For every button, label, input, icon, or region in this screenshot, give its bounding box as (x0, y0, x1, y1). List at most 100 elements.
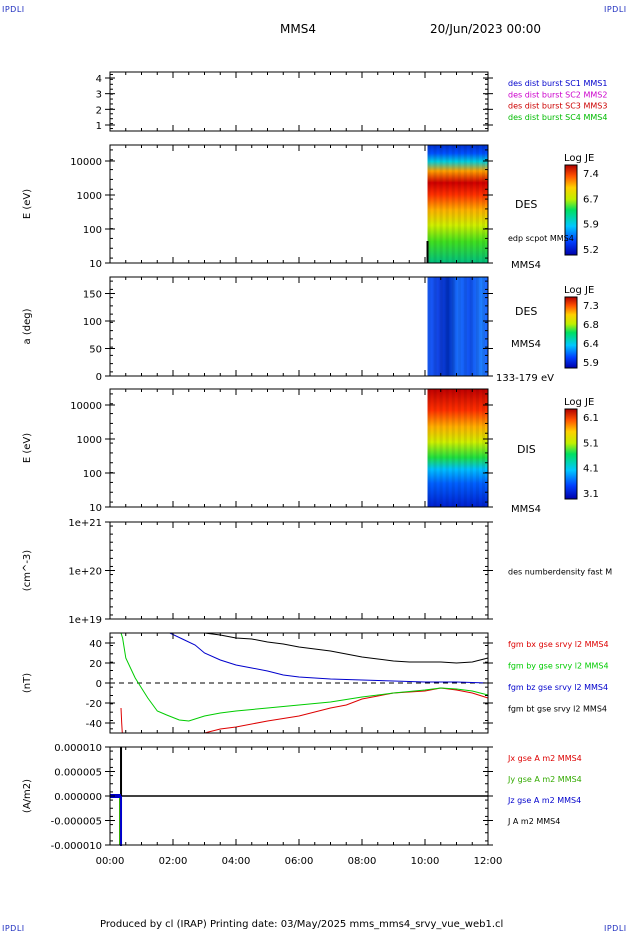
y-axis-label: (A/m2) (22, 779, 33, 813)
series-line (169, 632, 489, 684)
spacecraft-title: MMS4 (280, 22, 316, 36)
panel-frame (109, 71, 489, 132)
footer-credit: Produced by cl (IRAP) Printing date: 03/… (100, 919, 504, 930)
legend-entry: J A m2 MMS4 (507, 817, 560, 826)
spectrogram-stripe (463, 145, 467, 263)
spectrogram-stripe (451, 277, 455, 376)
y-tick-label: 10 (89, 503, 102, 514)
spectrogram-stripe (463, 277, 467, 376)
y-tick-label: 0 (96, 679, 102, 690)
y-tick-label: -20 (86, 699, 102, 710)
x-tick-label: 02:00 (159, 856, 188, 867)
spectrogram-stripe (469, 277, 473, 376)
panel-label: MMS4 (511, 260, 541, 271)
colorbar-tick: 5.9 (583, 358, 599, 369)
spectrogram-stripe (439, 277, 443, 376)
spectrogram-stripe (451, 389, 455, 507)
colorbar (564, 408, 578, 500)
x-tick-label: 00:00 (96, 856, 125, 867)
legend-entry: fgm by gse srvy l2 MMS4 (508, 662, 609, 671)
x-tick-label: 06:00 (285, 856, 314, 867)
y-axis-label: E (eV) (22, 189, 33, 219)
corner-label-top-right: IPDLI (604, 5, 627, 14)
panel-label: edp scpot MMS4 (508, 234, 574, 243)
colorbar-tick: 6.4 (583, 339, 599, 350)
y-tick-label: 100 (83, 317, 102, 328)
jz-block (110, 794, 122, 798)
panel-label: MMS4 (511, 504, 541, 515)
y-tick-label: 1000 (77, 435, 102, 446)
colorbar-tick: 4.1 (583, 464, 599, 475)
spectrogram-stripe (481, 277, 485, 376)
y-axis-label: (cm^-3) (22, 550, 33, 591)
spectrogram-stripe (427, 145, 431, 263)
spectrogram-stripe (439, 145, 443, 263)
spectrogram-stripe (433, 389, 437, 507)
series-line (120, 687, 489, 734)
spectrogram-stripe (427, 389, 431, 507)
colorbar-title: Log JE (564, 153, 594, 164)
panel-label: 133-179 eV (496, 373, 554, 384)
spectrogram-stripe (445, 389, 449, 507)
spectrogram-stripe (481, 145, 485, 263)
panel-label: MMS4 (511, 339, 541, 350)
legend-entry: fgm bx gse srvy l2 MMS4 (508, 640, 609, 649)
y-tick-label: -0.000010 (51, 841, 102, 852)
spectrogram-stripe (469, 145, 473, 263)
x-tick-label: 10:00 (411, 856, 440, 867)
y-tick-label: 4 (96, 74, 102, 85)
spectrogram-stripe (475, 145, 479, 263)
spectrogram-stripe (457, 277, 461, 376)
colorbar-tick: 5.9 (583, 220, 599, 231)
corner-label-bottom-left: IPDLI (2, 924, 25, 933)
legend-entry: des dist burst SC2 MMS2 (508, 90, 607, 99)
legend-entry: des dist burst SC4 MMS4 (508, 113, 607, 122)
colorbar-tick: 6.1 (583, 413, 599, 424)
spectrogram-stripe (457, 389, 461, 507)
spectrogram-stripe (439, 389, 443, 507)
y-tick-label: 100 (83, 225, 102, 236)
y-tick-label: 1e+19 (68, 615, 102, 626)
x-tick-label: 12:00 (474, 856, 503, 867)
spectrogram-stripe (481, 389, 485, 507)
corner-label-top-left: IPDLI (2, 5, 25, 14)
colorbar-tick: 3.1 (583, 489, 599, 500)
y-tick-label: 1e+21 (68, 518, 102, 529)
colorbar-tick: 5.2 (583, 245, 599, 256)
y-tick-label: 0.000005 (54, 768, 102, 779)
panel-frame (109, 521, 489, 620)
colorbar (564, 296, 578, 369)
y-tick-label: 10000 (70, 401, 102, 412)
y-axis-label: E (eV) (22, 433, 33, 463)
y-tick-label: -0.000005 (51, 817, 102, 828)
y-tick-label: 2 (96, 105, 102, 116)
y-tick-label: 40 (89, 639, 102, 650)
y-tick-label: 10000 (70, 157, 102, 168)
colorbar-title: Log JE (564, 285, 594, 296)
colorbar-title: Log JE (564, 397, 594, 408)
corner-label-bottom-right: IPDLI (604, 924, 627, 933)
colorbar-tick: 7.3 (583, 301, 599, 312)
y-tick-label: 1000 (77, 191, 102, 202)
colorbar-tick: 6.7 (583, 194, 599, 205)
date-title: 20/Jun/2023 00:00 (430, 22, 542, 36)
spectrogram-stripe (463, 389, 467, 507)
y-tick-label: 0 (96, 372, 102, 383)
legend-entry: Jx gse A m2 MMS4 (507, 754, 582, 763)
spectrogram-stripe (457, 145, 461, 263)
spectrogram-stripe (475, 277, 479, 376)
panel-label: DES (515, 198, 537, 211)
colorbar-tick: 7.4 (583, 169, 599, 180)
legend-entry: fgm bt gse srvy l2 MMS4 (508, 705, 607, 714)
y-tick-label: 0.000010 (54, 743, 102, 754)
y-tick-label: 1 (96, 121, 102, 132)
legend-entry: Jz gse A m2 MMS4 (507, 796, 581, 805)
series-line (169, 632, 489, 664)
spectrogram-stripe (433, 145, 437, 263)
spectrogram-stripe (475, 389, 479, 507)
y-tick-label: 50 (89, 345, 102, 356)
panel-label: DIS (517, 443, 536, 456)
y-tick-label: 3 (96, 90, 102, 101)
legend-entry: des numberdensity fast M (508, 568, 612, 577)
